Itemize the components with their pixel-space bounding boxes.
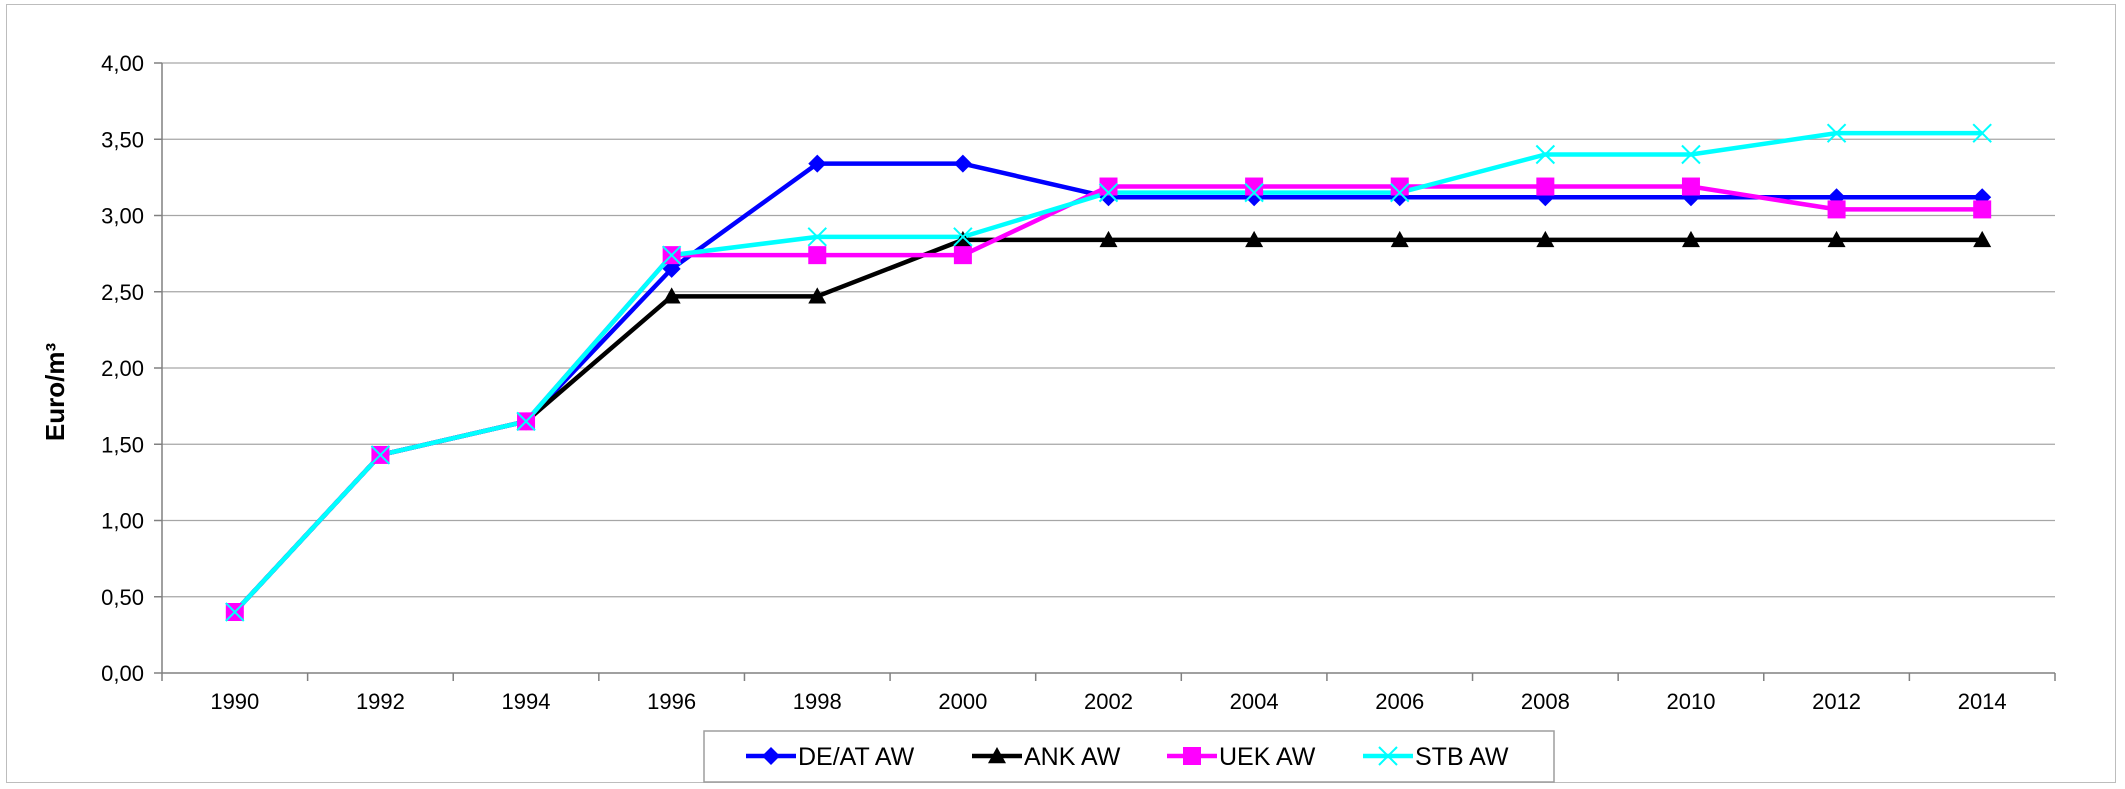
- chart-frame: [6, 4, 2116, 783]
- data-point: [808, 154, 827, 173]
- y-axis-label: Euro/m³: [40, 343, 70, 442]
- y-tick-labels: 0,00 0,50 1,00 1,50 2,00 2,50 3,00 3,50 4,00: [101, 51, 144, 686]
- data-point: [1536, 177, 1555, 196]
- series-markers-group: [225, 154, 1992, 621]
- x-tick-label: 2008: [1521, 689, 1570, 714]
- data-point: [762, 747, 780, 765]
- x-tick-label: 2004: [1230, 689, 1279, 714]
- x-tick-label: 1994: [502, 689, 551, 714]
- x-tick-label: 1996: [647, 689, 696, 714]
- data-point: [1183, 747, 1201, 765]
- series-markers-group: [225, 123, 1992, 622]
- data-point: [1535, 144, 1556, 165]
- data-point: [1098, 182, 1119, 203]
- series-line: [233, 184, 1983, 614]
- y-tick-label: 0,50: [101, 585, 144, 610]
- x-tick-label: 2000: [938, 689, 987, 714]
- x-tick-label: 1990: [210, 689, 259, 714]
- data-point: [225, 602, 245, 622]
- y-tick-label: 3,50: [101, 127, 144, 152]
- data-point: [1390, 177, 1409, 196]
- data-point: [661, 245, 682, 265]
- x-tick-label: 2006: [1375, 689, 1424, 714]
- x-tick-label: 2014: [1958, 689, 2007, 714]
- x-tick-label: 2002: [1084, 689, 1133, 714]
- data-point: [662, 259, 681, 278]
- y-tick-label: 0,00: [101, 661, 144, 686]
- legend-item: STB AW: [1363, 743, 1509, 771]
- y-tick-label: 4,00: [101, 51, 144, 76]
- data-point: [370, 445, 391, 465]
- series-markers-group: [225, 230, 1992, 620]
- axes: [154, 62, 2056, 681]
- data-point: [662, 287, 681, 304]
- legend-item: ANK AW: [972, 743, 1121, 771]
- x-tick-label: 1992: [356, 689, 405, 714]
- x-tick-label: 2010: [1666, 689, 1715, 714]
- y-tick-label: 1,50: [101, 432, 144, 457]
- x-tick-label: 1998: [793, 689, 842, 714]
- data-point: [516, 411, 536, 432]
- data-point: [1827, 230, 1846, 248]
- data-point: [953, 227, 973, 247]
- legend-box: [703, 730, 1555, 783]
- data-point: [1099, 230, 1118, 248]
- data-point: [988, 747, 1006, 764]
- y-tick-label: 2,50: [101, 280, 144, 305]
- data-point: [1681, 144, 1701, 165]
- y-tick-label: 3,00: [101, 204, 144, 229]
- data-point: [1099, 177, 1118, 196]
- data-point: [808, 246, 827, 265]
- legend: DE/AT AW ANK AW UEK AW STB AW: [703, 730, 1555, 783]
- gridlines: [162, 62, 2055, 598]
- data-point: [1681, 177, 1700, 196]
- legend-item: UEK AW: [1167, 743, 1316, 771]
- data-point: [1245, 177, 1264, 196]
- data-point: [1244, 182, 1264, 203]
- legend-item: DE/AT AW: [746, 743, 915, 771]
- data-point: [1973, 230, 1992, 248]
- x-tick-labels: 1990 1992 1994 1996 1998 2000 2002 2004 2006 2008…: [210, 689, 2006, 714]
- y-tick-label: 1,00: [101, 509, 144, 534]
- data-point: [1681, 230, 1700, 248]
- data-point: [1536, 230, 1555, 248]
- data-point: [1973, 200, 1992, 219]
- legend-label: UEK AW: [1219, 743, 1316, 771]
- data-point: [953, 230, 972, 248]
- data-point: [1390, 182, 1410, 203]
- data-point: [808, 287, 827, 304]
- legend-label: DE/AT AW: [798, 743, 915, 771]
- legend-label: STB AW: [1415, 743, 1509, 771]
- data-point: [953, 154, 972, 173]
- data-point: [1390, 230, 1409, 248]
- data-point: [1827, 200, 1846, 219]
- legend-label: ANK AW: [1024, 743, 1121, 771]
- data-point: [807, 227, 827, 247]
- y-tick-label: 2,00: [101, 356, 144, 381]
- data-point: [1378, 746, 1398, 766]
- data-point: [1245, 230, 1264, 248]
- x-tick-label: 2012: [1812, 689, 1861, 714]
- data-point: [953, 246, 972, 265]
- series-markers: [225, 123, 1992, 622]
- data-point: [1972, 123, 1992, 143]
- data-point: [1826, 123, 1847, 143]
